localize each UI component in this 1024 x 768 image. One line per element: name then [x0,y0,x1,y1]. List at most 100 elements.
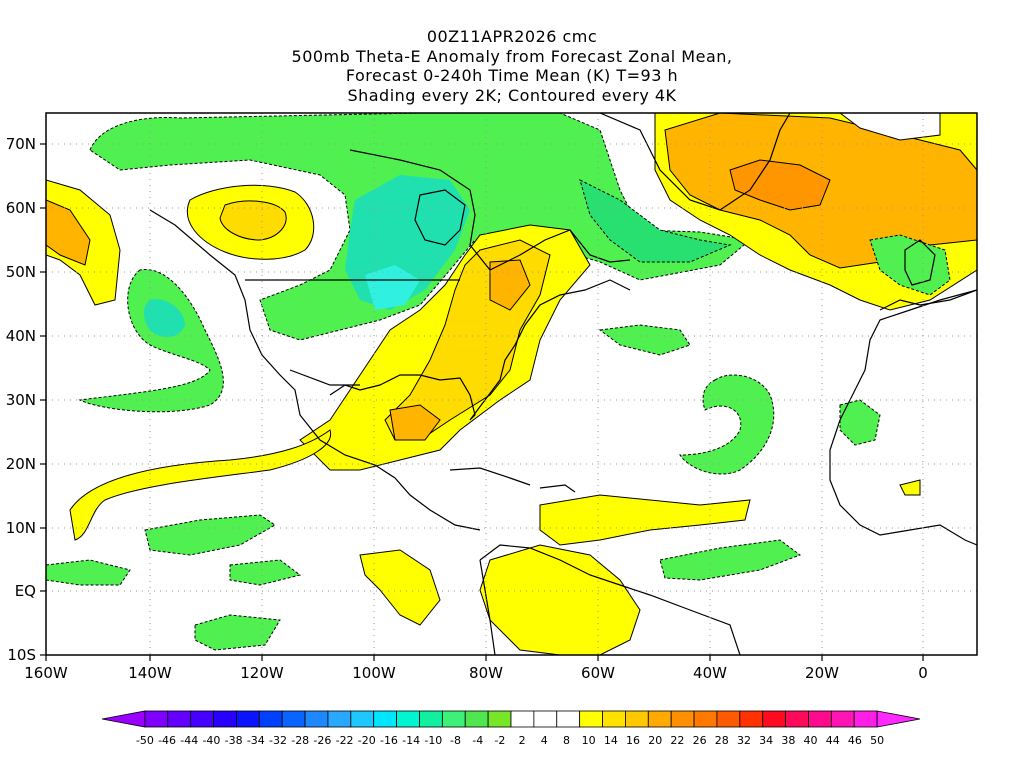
colorbar-label: -16 [380,734,398,747]
shade-white-natl [839,113,941,141]
colorbar-swatch [510,710,535,728]
colorbar-label: 32 [737,734,751,747]
coast-hudson [414,189,466,246]
lat-label-40n: 40N [6,327,36,345]
shade-teal-pacific [144,299,185,337]
colorbar-swatch [716,710,741,728]
colorbar-label: -2 [494,734,505,747]
coast-gulf-east [329,279,631,421]
colorbar-swatch [144,710,169,728]
shade-orange-westpac [46,199,91,266]
colorbar-label: 22 [670,734,684,747]
lon-label-80w: 80W [469,664,503,682]
anomaly-shading [46,113,977,655]
shade-green-trop5 [194,614,281,651]
colorbar-label: -50 [136,734,154,747]
shade-green-trop1 [144,514,276,556]
lat-label-50n: 50N [6,263,36,281]
lon-label-100w: 100W [352,664,396,682]
colorbar-label: 2 [519,734,526,747]
lon-label-160w: 160W [24,664,68,682]
lon-labels: 160W 140W 120W 100W 80W 60W 40W 20W 0 [24,664,928,682]
colorbar-swatch [785,710,809,728]
coast-uk [904,239,936,286]
lat-label-70n: 70N [6,135,36,153]
coast-greenland [599,113,791,211]
axis-ticks [40,143,924,661]
colorbar-swatch [762,710,786,728]
lon-label-40w: 40W [693,664,727,682]
colorbar-swatch [808,710,832,728]
colorbar-label: -20 [358,734,376,747]
shade-green-trop3 [229,559,302,586]
colorbar-label: 14 [604,734,618,747]
colorbar-label: 16 [626,734,640,747]
coast-cuba [449,467,531,486]
colorbar-label: 50 [870,734,884,747]
colorbar-swatch [625,710,649,728]
gridlines [46,113,977,655]
colorbar-swatch [647,710,672,728]
coast-north-america-west [149,209,481,531]
lon-label-60w: 60W [581,664,615,682]
colorbar-label: 40 [804,734,818,747]
shade-orange-dark-natl [729,159,831,211]
shade-orange-alaska [219,200,287,241]
colorbar-label: 46 [848,734,862,747]
colorbar-swatch [190,710,214,728]
colorbar-label: -22 [336,734,354,747]
colorbar-swatch [281,710,306,728]
coast-europe [879,289,977,311]
title-line-3: Forecast 0-240h Time Mean (K) T=93 h [345,66,679,85]
colorbar-swatch [213,710,237,728]
lon-label-120w: 120W [240,664,284,682]
shade-green-trop4 [659,539,802,581]
colorbar-label: -38 [225,734,243,747]
lon-label-140w: 140W [128,664,172,682]
title-line-2: 500mb Theta-E Anomaly from Forecast Zona… [291,47,733,66]
shade-yellow-tropatl [539,494,751,546]
title-line-1: 00Z11APR2026 cmc [426,27,598,46]
colorbar-swatch [167,710,192,728]
colorbar-swatch [876,710,921,728]
colorbar-swatch [533,710,558,728]
colorbar-swatch [602,710,626,728]
coastlines [149,113,977,655]
colorbar-swatch [350,710,375,728]
shade-green-africa [839,399,881,446]
shade-green-trop2 [46,559,131,586]
colorbar-label: -32 [269,734,287,747]
colorbar-label: 26 [693,734,707,747]
shade-green-atl2 [598,324,691,356]
colorbar-swatch [236,710,260,728]
coast-africa [829,289,977,546]
lon-label-20w: 20W [805,664,839,682]
shade-green-canada-east [579,179,732,263]
colorbar-swatch [556,710,581,728]
coast-south-america-west [479,559,496,655]
colorbar-swatch [464,710,489,728]
colorbar-label: 4 [541,734,548,747]
colorbar-label: -8 [450,734,461,747]
coast-hispaniola [539,484,576,493]
colorbar-swatch [670,710,695,728]
plot-frame [45,112,978,656]
colorbar-label: -26 [313,734,331,747]
colorbar-label: 44 [826,734,840,747]
colorbar-label: 38 [781,734,795,747]
colorbar-swatch [396,710,420,728]
colorbar-label: 28 [715,734,729,747]
colorbar-swatch [304,710,329,728]
shade-yellow-epac [359,549,441,626]
colorbar-swatch [441,710,466,728]
lat-label-60n: 60N [6,199,36,217]
shade-yellow-subtrop-band [69,429,332,541]
lat-label-eq: EQ [15,582,36,600]
colorbar-swatch [373,710,397,728]
colorbar-label: -44 [180,734,198,747]
colorbar-swatch [487,710,512,728]
shade-orange3-gulf [389,404,441,441]
colorbar-swatch [830,710,855,728]
colorbar-label: -4 [472,734,483,747]
